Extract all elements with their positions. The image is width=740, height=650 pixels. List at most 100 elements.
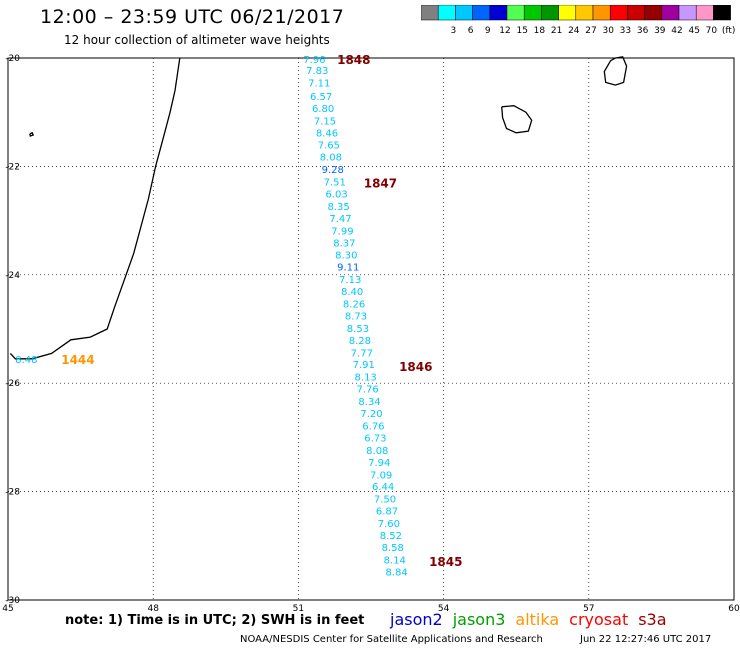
scale-label: 3 — [451, 26, 457, 36]
map-title: 12:00 – 23:59 UTC 06/21/2017 — [40, 6, 345, 28]
wave-height-value: 7.60 — [378, 519, 400, 530]
satellite-s3a: s3a — [638, 610, 667, 629]
wave-height-value: 7.91 — [353, 360, 375, 371]
pass-time-label: 1848 — [337, 53, 370, 67]
wave-height-value: 7.15 — [314, 116, 336, 127]
axis-tick-labels: 45 48 51 54 57 60 -20 -22 -24 -26 -28 -30 — [2, 54, 740, 614]
satellite-cryosat: cryosat — [569, 610, 629, 629]
lon-tick-label: 45 — [2, 604, 13, 614]
wave-height-value: 7.47 — [329, 214, 351, 225]
pass-time-label: 1847 — [364, 177, 397, 191]
wave-height-value: 8.48 — [15, 355, 37, 366]
satellite-jason3: jason3 — [452, 610, 506, 629]
wave-height-value: 6.87 — [376, 507, 398, 518]
pass-time-labels: 1848 1847 1846 1845 1444 — [61, 53, 462, 569]
wave-height-value: 7.94 — [368, 458, 390, 469]
wave-height-value: 9.11 — [337, 263, 359, 274]
coastline-islet — [29, 131, 35, 137]
wave-height-value: 8.08 — [320, 153, 342, 164]
lon-tick-label: 60 — [728, 604, 740, 614]
scale-label: 33 — [620, 26, 631, 36]
scale-label: 21 — [551, 26, 562, 36]
wave-height-value: 8.08 — [366, 446, 388, 457]
lon-tick-label: 48 — [147, 604, 159, 614]
scale-label: 15 — [516, 26, 527, 36]
scale-label: 39 — [654, 26, 666, 36]
lon-tick-label: 57 — [583, 604, 594, 614]
wave-height-value: 7.50 — [374, 495, 396, 506]
lat-tick-label: -24 — [5, 271, 20, 281]
wave-height-value: 8.14 — [384, 555, 406, 566]
wave-height-value: 8.84 — [386, 567, 408, 578]
scale-label: 36 — [637, 26, 649, 36]
lat-tick-label: -20 — [5, 54, 20, 64]
coastline-reunion — [501, 105, 533, 134]
credit-line: NOAA/NESDIS Center for Satellite Applica… — [240, 634, 543, 645]
wave-height-value: 7.83 — [306, 66, 328, 77]
wave-height-value: 8.40 — [341, 287, 363, 298]
wave-height-value: 8.26 — [343, 300, 365, 311]
wave-height-value: 8.30 — [335, 251, 357, 262]
wave-height-value: 9.28 — [322, 165, 344, 176]
scale-label: 24 — [568, 26, 580, 36]
wave-height-value: 8.46 — [316, 128, 338, 139]
wave-height-value: 8.34 — [358, 397, 380, 408]
scale-label: 6 — [468, 26, 474, 36]
wave-height-value: 8.52 — [380, 531, 402, 542]
wave-height-value: 7.99 — [331, 226, 353, 237]
wave-height-value: 7.65 — [318, 141, 340, 152]
wave-height-value: 6.76 — [362, 421, 384, 432]
wave-height-value: 7.76 — [356, 385, 378, 396]
lat-tick-label: -22 — [5, 162, 20, 172]
wave-height-value: 8.28 — [349, 336, 371, 347]
wave-height-track: 7.967.837.116.576.807.158.467.658.089.28… — [15, 55, 408, 578]
scale-label: 70 — [706, 26, 718, 36]
pass-time-label: 1846 — [399, 360, 432, 374]
lon-tick-label: 54 — [438, 604, 450, 614]
satellite-altika: altika — [515, 610, 560, 629]
scale-label: 12 — [499, 26, 510, 36]
lat-tick-label: -26 — [5, 379, 20, 389]
wave-height-value: 8.37 — [333, 238, 355, 249]
lat-tick-label: -28 — [5, 488, 20, 498]
coastline-madagascar — [9, 57, 181, 360]
wave-height-value: 7.20 — [360, 409, 382, 420]
wave-height-value: 8.35 — [327, 202, 349, 213]
generation-timestamp: Jun 22 12:27:46 UTC 2017 — [580, 634, 712, 645]
scale-label: 42 — [671, 26, 682, 36]
wave-height-value: 7.96 — [303, 55, 325, 66]
scale-label: 9 — [485, 26, 491, 36]
coastline-mauritius — [603, 56, 628, 86]
scale-label: 30 — [602, 26, 614, 36]
wave-height-value: 6.44 — [372, 482, 394, 493]
pass-time-label: 1444 — [61, 353, 94, 367]
scale-label: (ft) — [722, 26, 736, 36]
wave-height-value: 7.51 — [324, 178, 346, 189]
wave-height-value: 8.53 — [347, 324, 369, 335]
wave-height-value: 8.73 — [345, 311, 367, 322]
scale-label: 45 — [688, 26, 699, 36]
wave-height-color-scale: 3 6 9 12 15 18 21 24 27 30 33 36 39 42 45 70 (ft) — [421, 5, 736, 36]
wave-height-value: 7.11 — [308, 78, 330, 89]
pass-time-label: 1845 — [429, 555, 462, 569]
footer-note: note: 1) Time is in UTC; 2) SWH is in fe… — [65, 613, 365, 628]
wave-height-value: 8.13 — [355, 373, 377, 384]
wave-height-value: 7.77 — [351, 348, 373, 359]
lat-tick-label: -30 — [5, 596, 20, 606]
wave-height-value: 8.58 — [382, 543, 404, 554]
wave-height-value: 6.57 — [310, 92, 332, 103]
satellite-legend: jason2 jason3 altika cryosat s3a — [390, 610, 677, 629]
wave-height-value: 7.09 — [370, 470, 392, 481]
lon-tick-label: 51 — [293, 604, 304, 614]
satellite-jason2: jason2 — [390, 610, 443, 629]
wave-height-value: 6.80 — [312, 104, 334, 115]
wave-height-value: 6.03 — [326, 190, 348, 201]
scale-label: 27 — [585, 26, 596, 36]
wave-height-value: 7.13 — [339, 275, 361, 286]
wave-height-value: 6.73 — [364, 433, 386, 444]
graticule-grid — [8, 58, 734, 600]
map-frame — [7, 57, 735, 601]
scale-swatch — [713, 5, 731, 21]
coastlines — [9, 56, 628, 360]
